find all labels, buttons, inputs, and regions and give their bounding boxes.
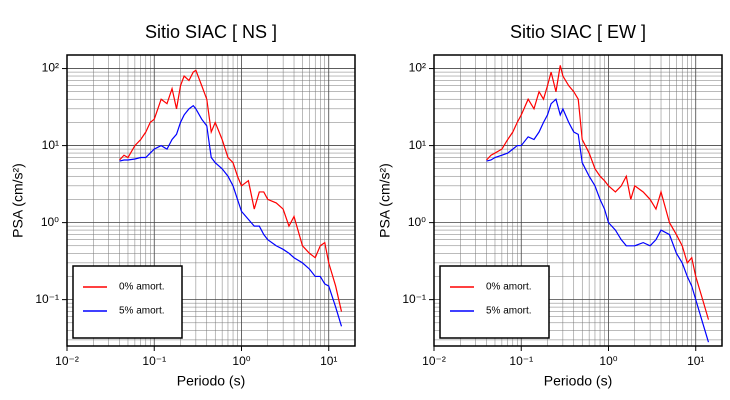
legend-label: 0% amort. xyxy=(486,282,532,293)
series-line xyxy=(119,69,343,312)
x-tick-label: 10⁻² xyxy=(422,354,446,368)
x-axis-label: Periodo (s) xyxy=(177,373,245,389)
x-tick-label: 10¹ xyxy=(687,354,704,368)
y-tick-label: 10¹ xyxy=(409,138,426,152)
y-tick-label: 10⁻¹ xyxy=(35,292,59,306)
plot-frame xyxy=(433,54,723,347)
series-line xyxy=(486,65,710,320)
y-tick-label: 10⁰ xyxy=(408,215,426,229)
x-tick-label: 10⁰ xyxy=(599,354,617,368)
legend-box xyxy=(439,265,550,339)
x-tick-label: 10⁻² xyxy=(55,354,79,368)
y-axis-label: PSA (cm/s²) xyxy=(377,163,393,238)
legend-label: 5% amort. xyxy=(486,306,532,317)
y-axis-label: PSA (cm/s²) xyxy=(10,163,26,238)
series-line xyxy=(119,104,343,327)
chart-title: Sitio SIAC [ EW ] xyxy=(510,22,646,42)
x-tick-label: 10⁰ xyxy=(232,354,250,368)
plot-frame xyxy=(66,54,356,347)
x-tick-label: 10⁻¹ xyxy=(509,354,533,368)
chart-title: Sitio SIAC [ NS ] xyxy=(145,22,277,42)
y-tick-label: 10¹ xyxy=(42,138,59,152)
y-tick-label: 10⁰ xyxy=(41,215,59,229)
series-line xyxy=(486,98,710,343)
x-tick-label: 10⁻¹ xyxy=(142,354,166,368)
x-axis-label: Periodo (s) xyxy=(544,373,612,389)
y-tick-label: 10² xyxy=(42,61,59,75)
legend-box xyxy=(72,265,183,339)
y-tick-label: 10⁻¹ xyxy=(402,292,426,306)
y-tick-label: 10² xyxy=(409,61,426,75)
legend-label: 5% amort. xyxy=(119,306,165,317)
x-tick-label: 10¹ xyxy=(320,354,337,368)
legend-label: 0% amort. xyxy=(119,282,165,293)
